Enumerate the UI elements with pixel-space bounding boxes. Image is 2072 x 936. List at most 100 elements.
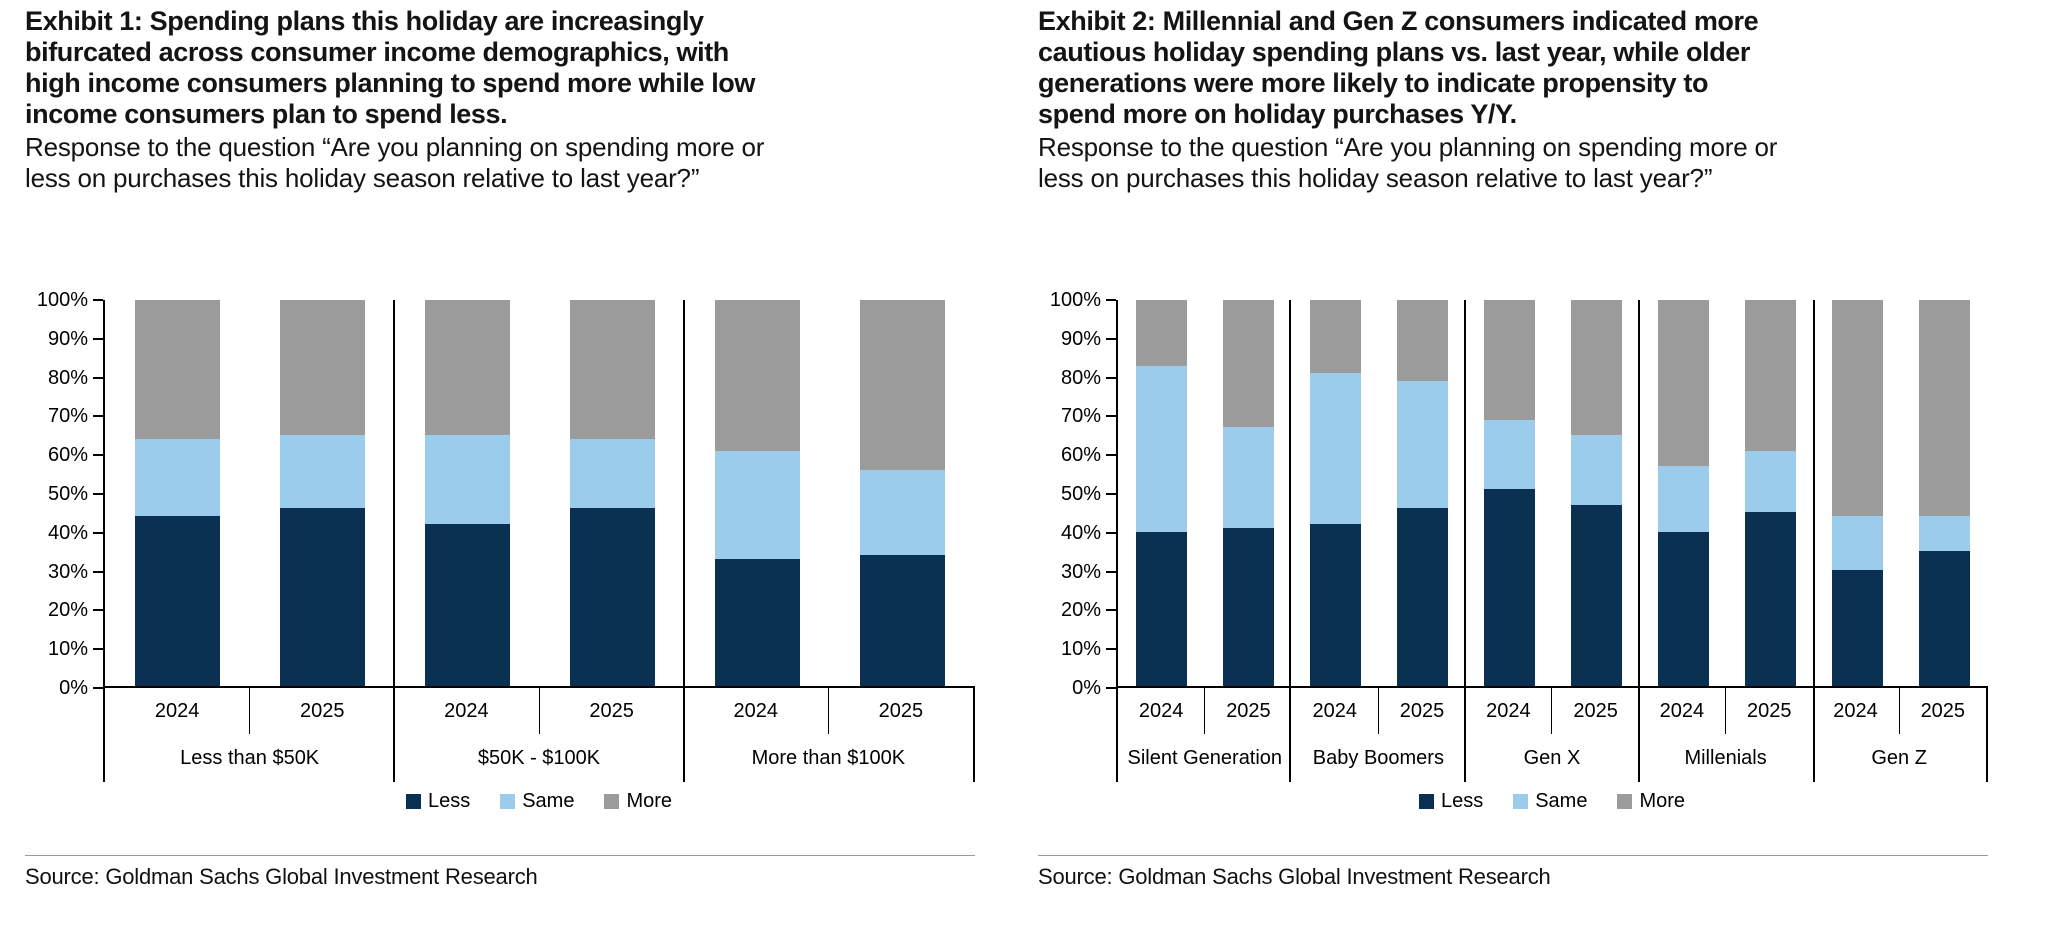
y-axis-label: 90%: [47, 327, 88, 350]
bar-segment-more: [1658, 300, 1709, 466]
bar-group: [1466, 300, 1640, 686]
bar-segment-same: [1310, 373, 1361, 524]
bar-group: [685, 300, 975, 686]
legend-swatch-less: [1418, 794, 1434, 809]
stacked-bar: [715, 300, 800, 686]
group-label: Less than $50K: [180, 746, 320, 769]
bars-row: [105, 300, 975, 686]
group-label: Gen Z: [1871, 746, 1927, 769]
bar-slot: [1205, 300, 1292, 686]
bar-segment-less: [1571, 504, 1622, 686]
group-label-row: Silent Generation Baby Boomers Gen X Millen…: [1118, 734, 1986, 782]
bar-slot: [1814, 300, 1901, 686]
plot: [93, 299, 975, 689]
bar-segment-same: [1571, 435, 1622, 505]
exhibit-2-divider: [1038, 855, 1988, 856]
y-axis-label: 60%: [47, 444, 88, 467]
legend-item: More: [604, 790, 672, 813]
bar-segment-same: [715, 450, 800, 559]
bar-segment-same: [860, 469, 945, 555]
exhibit-1: Exhibit 1: Spending plans this holiday a…: [25, 6, 975, 890]
plot: [1106, 299, 1988, 689]
year-label: 2025: [1746, 699, 1792, 722]
bar-slot: [1379, 300, 1466, 686]
stacked-bar: [1658, 300, 1709, 686]
exhibit-1-divider: [25, 855, 975, 856]
bar-segment-less: [425, 523, 510, 686]
axis-tick-mark: [1106, 609, 1116, 612]
bar-segment-more: [1745, 300, 1796, 451]
legend-item: Less: [1418, 790, 1483, 813]
bar-segment-less: [1832, 570, 1883, 686]
bar-segment-less: [280, 508, 365, 686]
axis-tick-mark: [93, 376, 103, 379]
year-label-row: 2024 2025 2024 2025 2024 2025 2024 2025 2024 2025: [1118, 688, 1986, 734]
y-axis-label: 30%: [47, 560, 88, 583]
group-label: Baby Boomers: [1312, 746, 1444, 769]
bar-segment-same: [1136, 365, 1187, 532]
year-label: 2024: [394, 688, 540, 734]
group-separator: [1463, 300, 1466, 782]
bar-segment-less: [860, 554, 945, 686]
axis-tick-mark: [93, 454, 103, 457]
bar-segment-more: [280, 300, 365, 436]
axis-tick-mark: [93, 648, 103, 651]
exhibit-1-source-text: Source: Goldman Sachs Global Investment …: [25, 864, 538, 889]
y-axis-label: 10%: [47, 638, 88, 661]
y-axis-label: 70%: [1060, 405, 1101, 428]
exhibit-2-plot-area: 2024 2025 2024 2025 2024 2025 2024 2025 2024 2025…: [1106, 299, 1988, 782]
bar-segment-same: [1658, 465, 1709, 532]
y-axis-label: 50%: [47, 483, 88, 505]
axis-tick-mark: [1106, 648, 1116, 651]
axis-tick-mark: [93, 531, 103, 534]
legend-item: Same: [1513, 790, 1587, 813]
bar-slot: [250, 300, 395, 686]
axis-tick-mark: [1106, 687, 1116, 689]
bar-slot: [1118, 300, 1205, 686]
bar-slot: [105, 300, 250, 686]
bar-segment-more: [1571, 300, 1622, 436]
stacked-bar: [1484, 300, 1535, 686]
bar-segment-more: [1136, 300, 1187, 366]
exhibit-2-chart: 100% 90% 80% 70% 60% 50% 40% 30% 20% 10% 0% 2024 20…: [1038, 289, 1988, 782]
bar-slot: [1901, 300, 1988, 686]
bar-segment-less: [1310, 523, 1361, 686]
y-axis-label: 40%: [1060, 521, 1101, 544]
bar-segment-less: [1397, 508, 1448, 686]
year-label-group: 2024 2025: [394, 688, 683, 734]
bar-segment-less: [1136, 531, 1187, 686]
bar-segment-same: [1397, 381, 1448, 509]
legend-swatch-more: [1617, 794, 1633, 809]
axis-tick-mark: [93, 299, 103, 301]
stacked-bar: [425, 300, 510, 686]
legend-label: More: [626, 790, 673, 812]
year-label: 2025: [589, 699, 634, 722]
year-label: 2025: [1573, 699, 1618, 722]
exhibit-1-subtitle: Response to the question “Are you planni…: [25, 132, 765, 193]
bar-segment-same: [425, 435, 510, 524]
group-label: More than $100K: [751, 746, 906, 769]
legend-item: Same: [500, 790, 574, 813]
bar-segment-more: [570, 300, 655, 439]
exhibit-2-source-text: Source: Goldman Sachs Global Investment …: [1038, 864, 1551, 889]
axis-tick-mark: [1106, 376, 1116, 379]
legend-swatch-same: [500, 794, 516, 809]
bar-slot: [1292, 300, 1379, 686]
group-separator: [1638, 300, 1641, 782]
group-separator: [1289, 300, 1292, 782]
exhibit-1-chart: 100% 90% 80% 70% 60% 50% 40% 30% 20% 10% 0% 2024 20…: [25, 289, 975, 782]
bar-slot: [540, 300, 685, 686]
bar-segment-more: [1484, 300, 1535, 420]
bar-segment-less: [570, 508, 655, 686]
bar-segment-less: [1658, 531, 1709, 686]
bar-slot: [830, 300, 975, 686]
stacked-bar: [860, 300, 945, 686]
group-label: Millenials: [1684, 746, 1767, 769]
legend-item: Less: [405, 790, 470, 813]
bar-slot: [1553, 300, 1640, 686]
bar-segment-same: [1919, 516, 1970, 551]
bar-slot: [685, 300, 830, 686]
bar-segment-same: [1832, 516, 1883, 571]
category-axis: 2024 2025 2024 2025 2024 2025 2024 2025 2024 2025…: [1116, 688, 1988, 782]
bar-segment-less: [135, 516, 220, 686]
